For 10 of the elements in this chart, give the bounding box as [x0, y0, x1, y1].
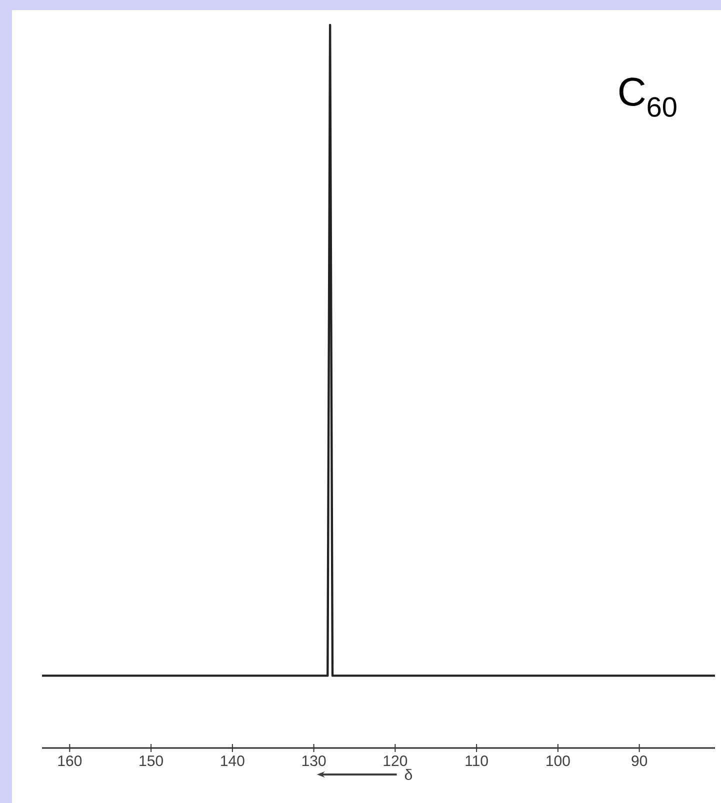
x-tick-label: 100 — [546, 756, 570, 766]
annotation: C$_{60}$ — [619, 78, 676, 117]
x-tick-label: 150 — [140, 756, 163, 766]
x-tick-label: 110 — [466, 756, 488, 766]
x-tick-label: 120 — [384, 756, 408, 766]
x-axis-title: δ — [404, 768, 412, 780]
x-tick-label: 90 — [632, 756, 648, 766]
x-tick-label: 130 — [302, 756, 326, 766]
x-tick-label: 160 — [58, 756, 82, 766]
x-tick-label: 140 — [221, 756, 244, 766]
